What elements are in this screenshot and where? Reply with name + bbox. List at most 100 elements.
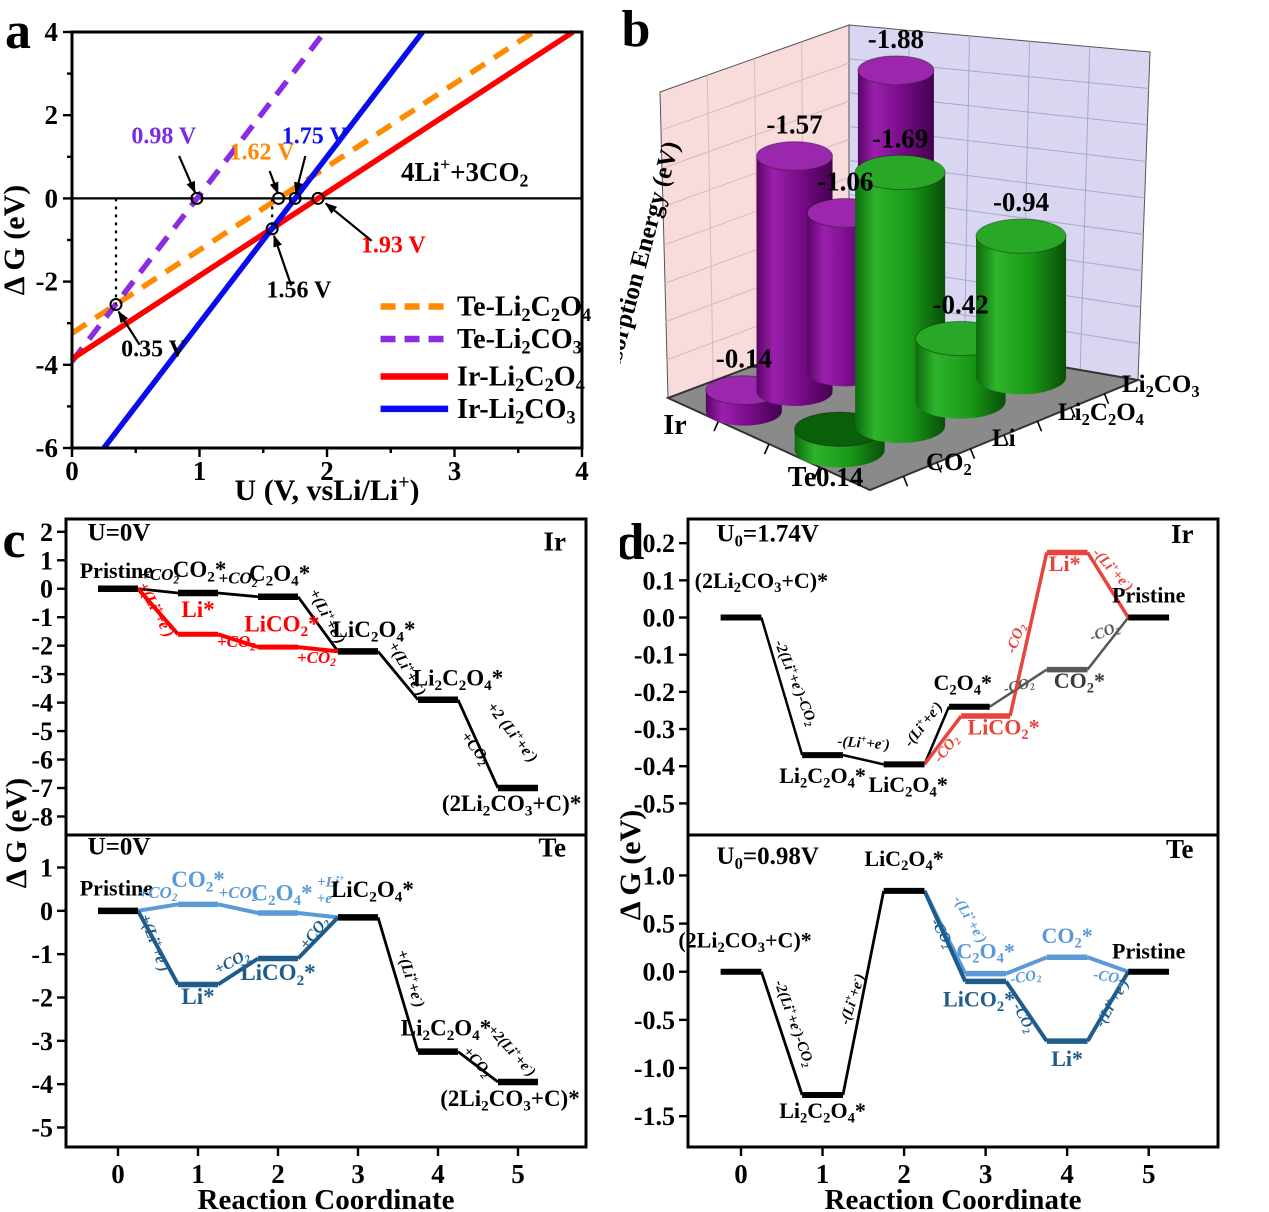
svg-text:CO2*: CO2*: [173, 557, 227, 586]
svg-text:-0.42: -0.42: [932, 289, 988, 319]
svg-text:C2O4*: C2O4*: [249, 561, 310, 590]
svg-text:CO2: CO2: [926, 449, 972, 479]
svg-text:Pristine: Pristine: [1112, 938, 1186, 963]
svg-text:1: 1: [816, 1159, 830, 1189]
panel-a-line-chart: 0.98 V 1.62 V1.75 V 1.93 V 1.56 V 0.35 V 4Li+…: [0, 3, 591, 505]
svg-text:0: 0: [111, 1159, 125, 1189]
svg-text:Δ G (eV): Δ G (eV): [0, 778, 33, 888]
svg-text:-4: -4: [31, 1070, 53, 1099]
svg-text:Reaction Coordinate: Reaction Coordinate: [198, 1184, 455, 1212]
svg-text:Pristine: Pristine: [80, 876, 154, 901]
svg-text:Li2C2O4*: Li2C2O4*: [779, 1098, 866, 1126]
svg-text:+CO2: +CO2: [219, 883, 258, 904]
svg-text:0.35 V: 0.35 V: [121, 336, 187, 362]
svg-text:-1.06: -1.06: [817, 166, 873, 196]
svg-text:-5: -5: [31, 717, 53, 746]
svg-text:-1.57: -1.57: [766, 110, 822, 140]
svg-text:-1.5: -1.5: [634, 1102, 675, 1131]
panel-d-energy-diagram: 0.2 0.1 0.0 -0.1 -0.2 -0.3 -0.4 -0.5 U0=1.74V Ir (…: [620, 514, 1220, 1212]
svg-text:LiCO2*: LiCO2*: [943, 986, 1015, 1014]
svg-text:Li*: Li*: [181, 597, 214, 622]
svg-text:-CO2: -CO2: [1092, 967, 1126, 990]
svg-text:1.62 V: 1.62 V: [230, 139, 296, 165]
svg-text:-2: -2: [31, 632, 53, 661]
svg-text:-0.2: -0.2: [634, 678, 675, 707]
svg-text:Ir: Ir: [1171, 519, 1194, 549]
svg-text:1.75 V: 1.75 V: [282, 123, 348, 149]
svg-text:+CO2: +CO2: [219, 569, 258, 590]
svg-text:CO2*: CO2*: [1042, 923, 1093, 951]
svg-text:2: 2: [271, 1159, 285, 1189]
svg-text:0: 0: [65, 456, 79, 486]
svg-text:1: 1: [191, 1159, 205, 1189]
svg-text:LiCO2*: LiCO2*: [968, 715, 1040, 743]
svg-text:-CO2: -CO2: [1002, 675, 1036, 700]
svg-text:-0.5: -0.5: [634, 1006, 675, 1035]
svg-text:Li2C2O4*: Li2C2O4*: [401, 1016, 492, 1045]
svg-text:C2O4*: C2O4*: [251, 880, 312, 909]
svg-text:+(Li++e-): +(Li++e-): [305, 586, 349, 647]
svg-text:2: 2: [320, 456, 334, 486]
svg-text:3: 3: [351, 1159, 365, 1189]
svg-text:LiC2O4*: LiC2O4*: [868, 772, 947, 800]
svg-text:d: d: [620, 514, 645, 571]
svg-text:2: 2: [40, 518, 53, 547]
svg-text:2: 2: [897, 1159, 911, 1189]
svg-text:1: 1: [193, 456, 207, 486]
svg-text:Te: Te: [788, 462, 817, 493]
svg-text:0.14: 0.14: [816, 462, 863, 492]
svg-text:0: 0: [40, 897, 53, 926]
svg-text:LiC2O4*: LiC2O4*: [333, 617, 416, 646]
svg-text:CO2*: CO2*: [1054, 668, 1105, 696]
svg-text:-0.4: -0.4: [634, 752, 675, 781]
svg-text:U0=1.74V: U0=1.74V: [717, 520, 819, 550]
svg-text:+CO2: +CO2: [217, 632, 256, 653]
svg-text:U=0V: U=0V: [88, 834, 151, 861]
svg-text:+Li+: +Li+: [317, 873, 345, 891]
svg-text:5: 5: [511, 1159, 525, 1189]
svg-text:4Li++3CO2: 4Li++3CO2: [401, 155, 529, 191]
svg-text:-1.88: -1.88: [868, 24, 924, 54]
svg-text:LiC2O4*: LiC2O4*: [331, 877, 414, 906]
svg-text:-1: -1: [31, 603, 53, 632]
svg-text:0.98 V: 0.98 V: [131, 123, 197, 149]
svg-text:Te: Te: [1166, 834, 1194, 864]
svg-text:Li*: Li*: [1049, 551, 1081, 576]
svg-text:-1.0: -1.0: [634, 1054, 675, 1083]
svg-text:LiCO2*: LiCO2*: [244, 611, 319, 640]
svg-text:-2: -2: [31, 984, 53, 1013]
svg-text:-6: -6: [31, 746, 53, 775]
panel-c-energy-diagram: 210-1-2-3-4-5-6-7-8U=0V IrPristine+CO2CO2…: [0, 512, 588, 1212]
svg-text:Ir-Li2CO3: Ir-Li2CO3: [457, 394, 576, 428]
svg-text:-0.5: -0.5: [634, 789, 675, 818]
svg-text:Li: Li: [992, 425, 1016, 452]
svg-text:b: b: [622, 1, 651, 58]
svg-text:+e-: +e-: [317, 889, 336, 907]
svg-text:1: 1: [40, 854, 53, 883]
svg-text:0.0: 0.0: [643, 604, 676, 633]
svg-text:C2O4*: C2O4*: [934, 670, 993, 698]
svg-text:0.1: 0.1: [643, 566, 676, 595]
svg-text:1.56 V: 1.56 V: [266, 277, 332, 303]
svg-text:+CO2: +CO2: [140, 565, 179, 586]
svg-text:-1: -1: [31, 940, 53, 969]
svg-text:-(Li++e-): -(Li++e-): [837, 732, 891, 753]
svg-text:-7: -7: [31, 774, 53, 803]
svg-text:-2: -2: [36, 267, 59, 297]
svg-text:U (V, vsLi/Li+): U (V, vsLi/Li+): [235, 472, 420, 505]
svg-text:0.5: 0.5: [643, 910, 676, 939]
svg-text:(2Li2CO3+C)*: (2Li2CO3+C)*: [442, 791, 581, 820]
svg-text:Pristine: Pristine: [80, 558, 154, 583]
svg-text:3: 3: [979, 1159, 993, 1189]
panel-b-3d-bar-chart: -0.14 -1.57 -1.06 -1.88 0.14 -1.69 -0.42 -0.94 I…: [620, 1, 1200, 493]
svg-text:-(Li++e-): -(Li++e-): [949, 892, 991, 946]
svg-text:(2Li2CO3+C)*: (2Li2CO3+C)*: [678, 928, 811, 956]
svg-text:-1.69: -1.69: [872, 123, 928, 153]
svg-text:-0.3: -0.3: [634, 715, 675, 744]
svg-text:c: c: [2, 512, 25, 569]
svg-text:-8: -8: [31, 802, 53, 831]
svg-text:Reaction Coordinate: Reaction Coordinate: [825, 1184, 1082, 1212]
svg-text:Li2C2O4*: Li2C2O4*: [413, 666, 504, 695]
svg-text:Ir: Ir: [544, 526, 567, 556]
svg-text:U0=0.98V: U0=0.98V: [717, 843, 819, 873]
